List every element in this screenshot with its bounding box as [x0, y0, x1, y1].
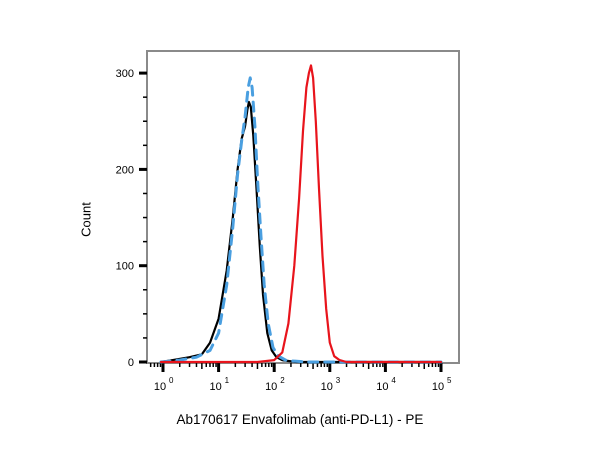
x-tick-exponent: 3: [336, 376, 341, 385]
series-line-2: [159, 64, 443, 364]
x-tick-label: 10: [265, 381, 277, 393]
x-tick-exponent: 1: [225, 376, 230, 385]
x-tick-label: 10: [432, 381, 444, 393]
series-line-1: [159, 76, 443, 364]
x-tick-label: 10: [376, 381, 388, 393]
x-tick-exponent: 5: [447, 376, 452, 385]
plot-frame: [146, 50, 460, 364]
y-tick-label: 100: [116, 261, 134, 273]
x-tick-exponent: 4: [391, 376, 396, 385]
x-tick-exponent: 2: [280, 376, 285, 385]
x-tick-label: 10: [321, 381, 333, 393]
y-tick-label: 200: [116, 164, 134, 176]
x-tick-label: 10: [209, 381, 221, 393]
x-axis-label: Ab170617 Envafolimab (anti-PD-L1) - PE: [176, 412, 424, 427]
y-axis-label: Count: [78, 202, 94, 237]
series-line-0: [159, 100, 443, 364]
y-tick-label: 300: [116, 68, 134, 80]
x-tick-label: 10: [154, 381, 166, 393]
x-tick-exponent: 0: [169, 376, 174, 385]
y-tick-label: 0: [128, 357, 134, 369]
